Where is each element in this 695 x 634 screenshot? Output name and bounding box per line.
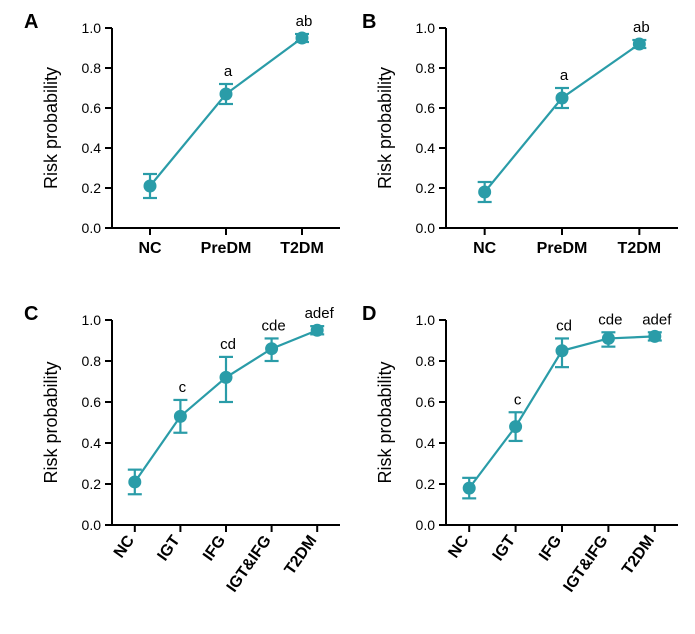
ytick-label: 0.0	[82, 517, 102, 533]
data-point	[266, 343, 278, 355]
data-point	[296, 32, 308, 44]
ytick-label: 0.6	[416, 394, 436, 410]
panel-letter: B	[362, 11, 376, 33]
data-point	[144, 180, 156, 192]
data-point	[174, 410, 186, 422]
y-axis-label: Risk probability	[41, 67, 61, 189]
sig-annotation: adef	[305, 305, 335, 322]
ytick-label: 0.4	[416, 140, 436, 156]
ytick-label: 0.8	[82, 353, 102, 369]
figure: 0.0 0.2 0.4 0.6 0.8 1.0 Risk probability NC PreD…	[0, 0, 695, 634]
ytick-label: 0.6	[82, 394, 102, 410]
ytick-label: 0.4	[82, 435, 102, 451]
sig-annotation: cde	[262, 317, 286, 334]
panel-B: 0.0 0.2 0.4 0.6 0.8 1.0 Risk probability NC PreD…	[358, 8, 688, 278]
panel-A: 0.0 0.2 0.4 0.6 0.8 1.0 Risk probability NC PreD…	[20, 8, 350, 278]
ytick-label: 0.0	[82, 220, 102, 236]
ytick-label: 0.4	[82, 140, 102, 156]
data-point	[649, 330, 661, 342]
series-line	[135, 330, 317, 482]
ytick-label: 1.0	[416, 20, 436, 36]
data-point	[311, 324, 323, 336]
sig-annotation: cd	[556, 317, 572, 334]
y-axis-label: Risk probability	[375, 67, 395, 189]
ytick-label: 0.2	[82, 476, 102, 492]
ytick-label: 0.8	[416, 353, 436, 369]
xtick-label: IFG	[536, 533, 565, 565]
ytick-label: 0.0	[416, 517, 436, 533]
sig-annotation: a	[560, 67, 569, 84]
xtick-label: NC	[138, 240, 162, 257]
data-point	[479, 186, 491, 198]
xtick-label: NC	[445, 532, 472, 561]
xtick-label: IFG	[200, 533, 229, 565]
panel-C: 0.0 0.2 0.4 0.6 0.8 1.0 Risk probability NC IGT I…	[20, 300, 350, 620]
data-point	[463, 482, 475, 494]
data-point	[633, 38, 645, 50]
sig-annotation: c	[514, 391, 522, 408]
sig-annotation: adef	[642, 311, 672, 328]
xtick-label: NC	[111, 532, 138, 561]
panel-D: 0.0 0.2 0.4 0.6 0.8 1.0 Risk probability NC IGT I…	[358, 300, 688, 620]
sig-annotation: ab	[296, 13, 313, 30]
ytick-label: 1.0	[416, 312, 436, 328]
xtick-label: IGT	[154, 532, 183, 564]
ytick-label: 0.2	[82, 180, 102, 196]
sig-annotation: c	[179, 379, 187, 396]
ytick-label: 0.4	[416, 435, 436, 451]
panel-letter: A	[24, 11, 38, 33]
xtick-label: IGT	[490, 532, 519, 564]
data-point	[129, 476, 141, 488]
sig-annotation: ab	[633, 19, 650, 36]
panel-letter: D	[362, 303, 376, 325]
xtick-label: T2DM	[282, 533, 321, 578]
data-point	[510, 421, 522, 433]
data-point	[220, 88, 232, 100]
ytick-label: 1.0	[82, 20, 102, 36]
ytick-label: 1.0	[82, 312, 102, 328]
y-axis-label: Risk probability	[375, 361, 395, 483]
ytick-label: 0.8	[82, 60, 102, 76]
xtick-label: PreDM	[537, 240, 588, 257]
ytick-label: 0.0	[416, 220, 436, 236]
data-point	[556, 345, 568, 357]
xtick-label: T2DM	[280, 240, 324, 257]
sig-annotation: a	[224, 63, 233, 80]
xtick-label: IGT&IFG	[224, 533, 275, 596]
ytick-label: 0.2	[416, 180, 436, 196]
ytick-label: 0.8	[416, 60, 436, 76]
series-line	[150, 38, 302, 186]
sig-annotation: cd	[220, 336, 236, 353]
xtick-label: PreDM	[201, 240, 252, 257]
xtick-label: NC	[473, 240, 497, 257]
ytick-label: 0.2	[416, 476, 436, 492]
ytick-label: 0.6	[82, 100, 102, 116]
panel-letter: C	[24, 303, 38, 325]
sig-annotation: cde	[598, 311, 622, 328]
ytick-label: 0.6	[416, 100, 436, 116]
y-axis-label: Risk probability	[41, 361, 61, 483]
data-point	[556, 92, 568, 104]
xtick-label: T2DM	[619, 533, 658, 578]
xtick-label: IGT&IFG	[561, 533, 612, 596]
xtick-label: T2DM	[618, 240, 662, 257]
data-point	[602, 332, 614, 344]
data-point	[220, 371, 232, 383]
